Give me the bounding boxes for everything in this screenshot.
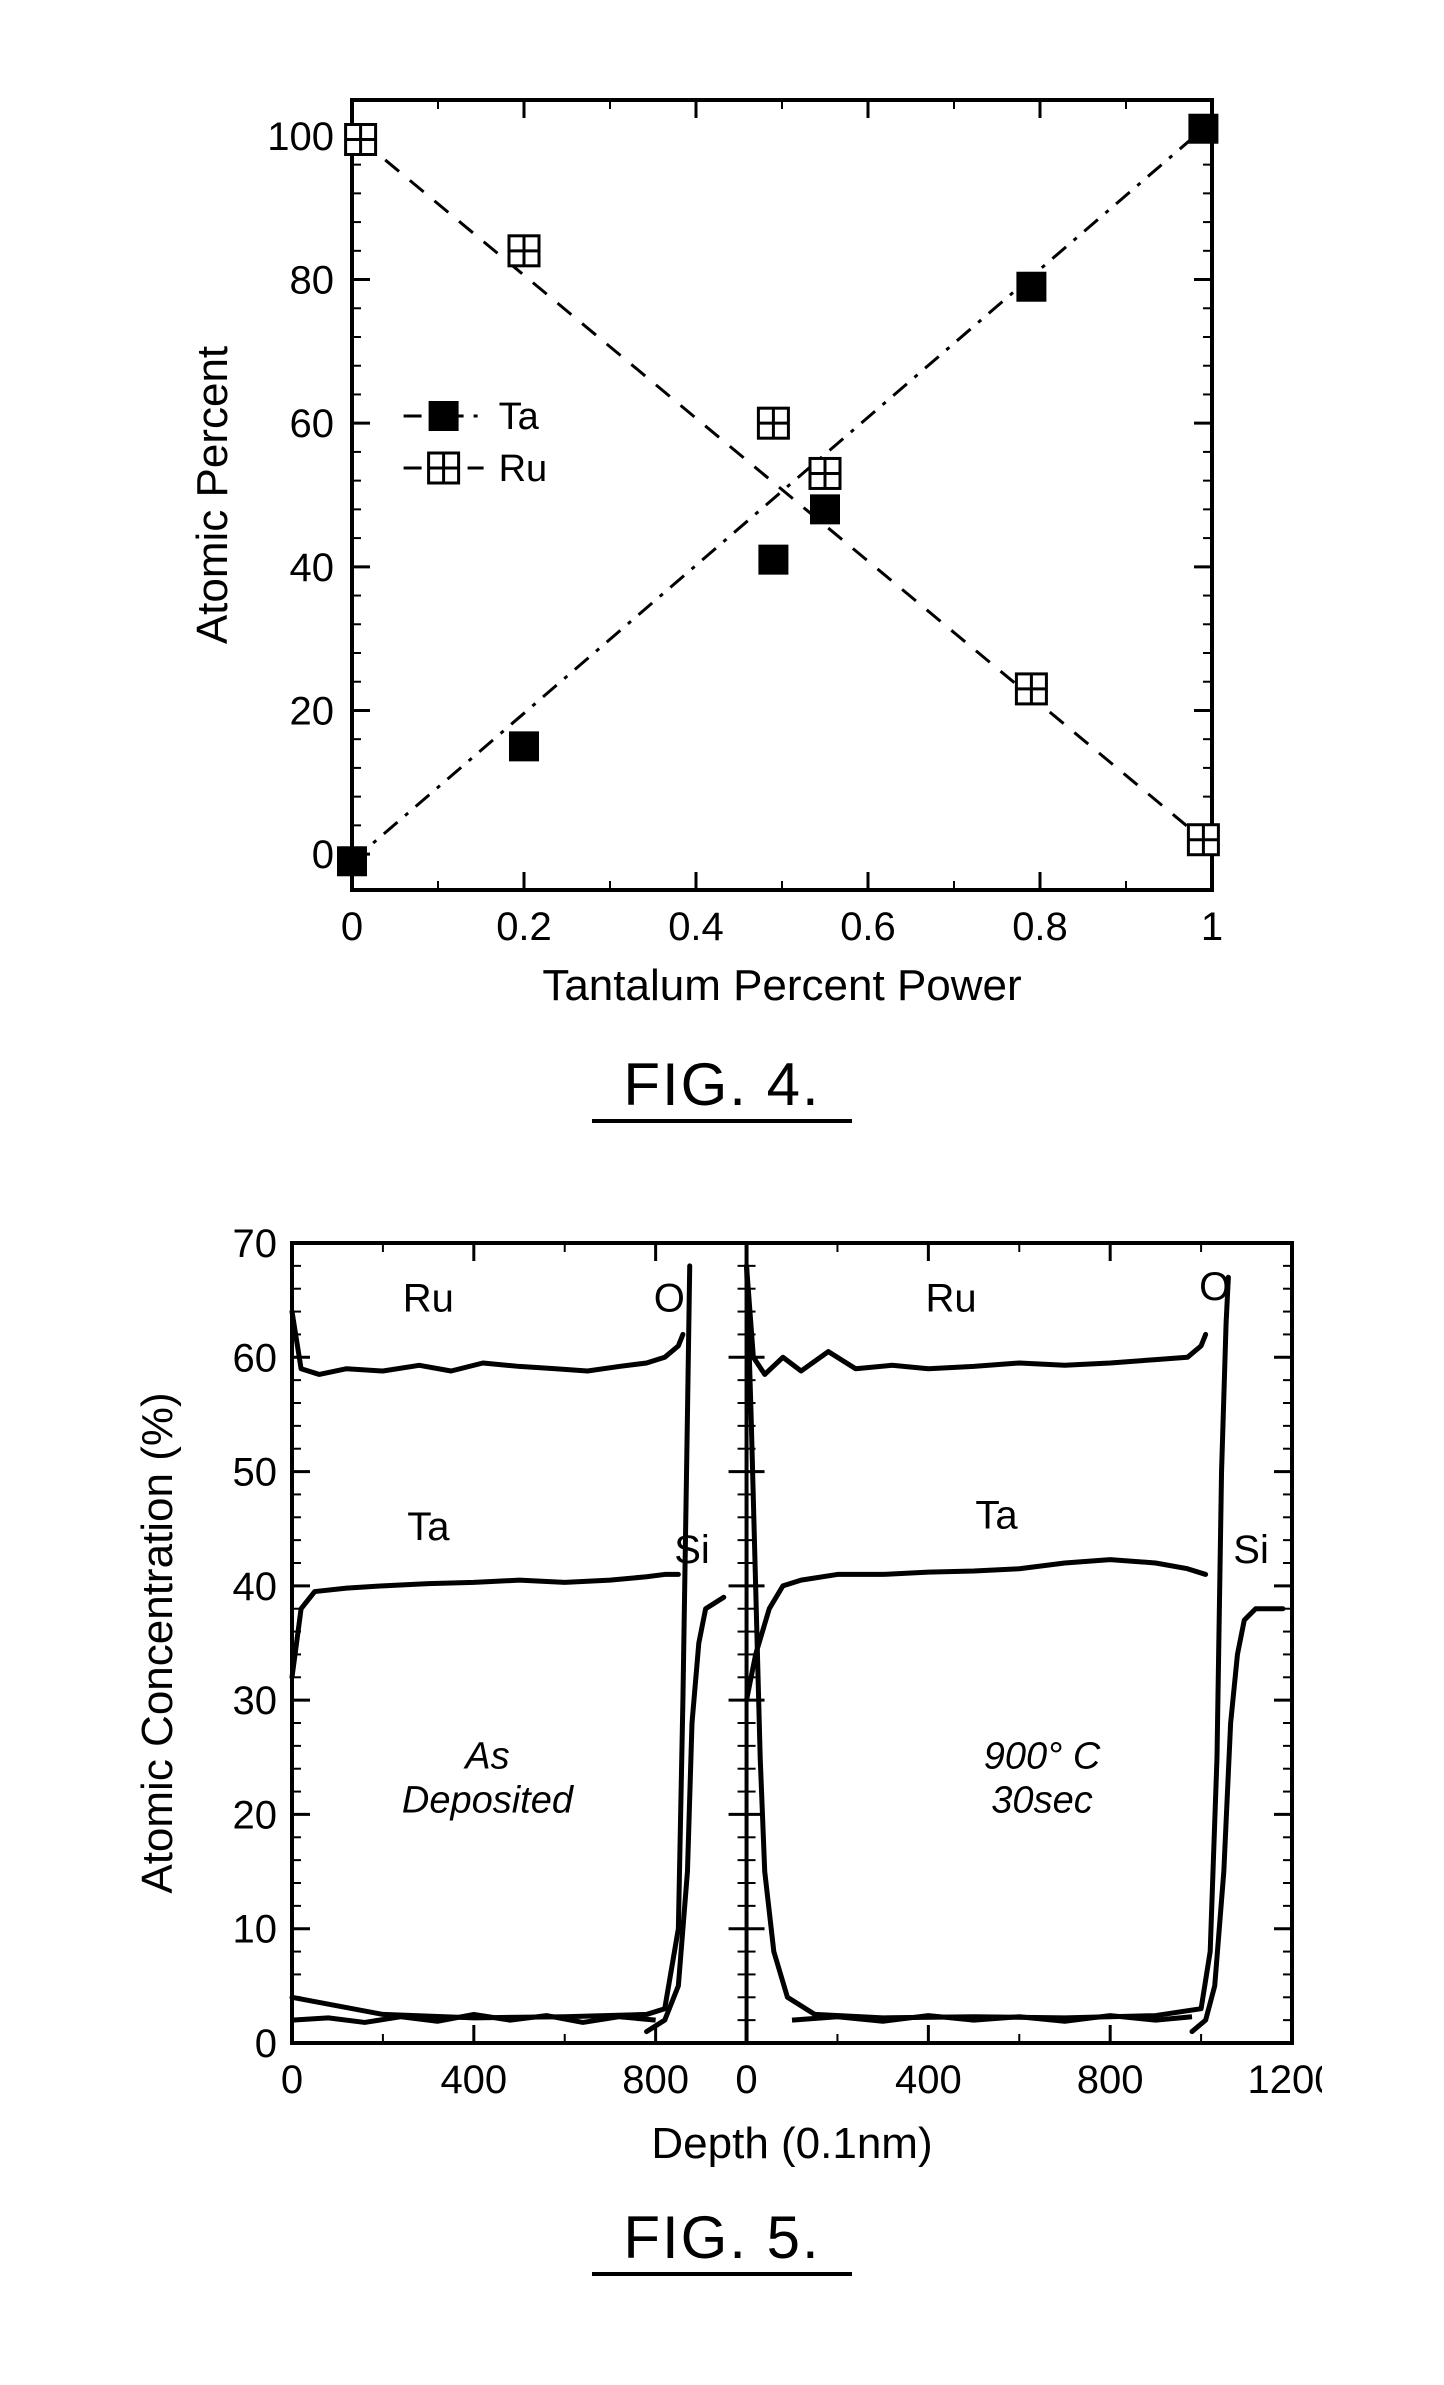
svg-text:Ru: Ru: [926, 1277, 977, 1321]
figure-5: 0 10 20 30 40 50 60 70 0 400 800 Ru Ta O Si AsDeposited…: [120, 1213, 1324, 2276]
svg-text:0.6: 0.6: [840, 905, 896, 949]
fig4-caption: FIG. 4.: [592, 1050, 852, 1123]
fig4-caption-underline: [592, 1119, 852, 1123]
fig5-caption-text: FIG. 5.: [623, 2204, 820, 2271]
svg-text:10: 10: [233, 1908, 278, 1952]
fig4-caption-text: FIG. 4.: [623, 1051, 820, 1118]
svg-text:O: O: [1199, 1265, 1230, 1309]
svg-text:100: 100: [267, 115, 334, 159]
svg-text:400: 400: [895, 2058, 962, 2102]
svg-text:Deposited: Deposited: [402, 1780, 575, 1822]
svg-text:As: As: [463, 1736, 509, 1778]
svg-text:1200: 1200: [1248, 2058, 1322, 2102]
fig5-chart: 0 10 20 30 40 50 60 70 0 400 800 Ru Ta O Si AsDeposited…: [122, 1213, 1322, 2193]
svg-text:Depth (0.1nm): Depth (0.1nm): [651, 2119, 932, 2168]
svg-text:0: 0: [281, 2058, 303, 2102]
svg-text:Ta: Ta: [407, 1505, 450, 1549]
svg-text:40: 40: [290, 546, 335, 590]
svg-text:Si: Si: [1233, 1528, 1269, 1572]
svg-text:20: 20: [233, 1793, 278, 1837]
svg-text:60: 60: [290, 402, 335, 446]
svg-text:O: O: [654, 1277, 685, 1321]
figure-4: 0 0.2 0.4 0.6 0.8 1 0 20 40 60 80 100 Tantalum Perce…: [120, 60, 1324, 1123]
svg-text:Atomic Percent: Atomic Percent: [188, 346, 237, 644]
svg-text:80: 80: [290, 259, 335, 303]
svg-text:1: 1: [1201, 905, 1223, 949]
svg-text:70: 70: [233, 1222, 278, 1266]
svg-text:0.8: 0.8: [1012, 905, 1068, 949]
svg-text:900° C: 900° C: [984, 1736, 1101, 1778]
svg-text:40: 40: [233, 1565, 278, 1609]
svg-text:0.4: 0.4: [668, 905, 724, 949]
svg-text:400: 400: [440, 2058, 507, 2102]
svg-text:Si: Si: [674, 1528, 710, 1572]
svg-text:60: 60: [233, 1336, 278, 1380]
svg-text:0: 0: [255, 2022, 277, 2066]
fig5-caption: FIG. 5.: [592, 2203, 852, 2276]
svg-text:20: 20: [290, 689, 335, 733]
svg-text:Ru: Ru: [499, 448, 548, 490]
svg-text:Ta: Ta: [499, 396, 540, 438]
svg-text:Tantalum Percent Power: Tantalum Percent Power: [542, 961, 1021, 1010]
svg-text:0: 0: [312, 833, 334, 877]
svg-text:30sec: 30sec: [991, 1780, 1092, 1822]
svg-text:50: 50: [233, 1451, 278, 1495]
fig4-chart: 0 0.2 0.4 0.6 0.8 1 0 20 40 60 80 100 Tantalum Perce…: [172, 60, 1272, 1040]
svg-text:800: 800: [1077, 2058, 1144, 2102]
svg-text:0: 0: [341, 905, 363, 949]
fig5-caption-underline: [592, 2272, 852, 2276]
svg-text:0.2: 0.2: [496, 905, 552, 949]
svg-text:0: 0: [735, 2058, 757, 2102]
svg-text:800: 800: [622, 2058, 689, 2102]
svg-text:30: 30: [233, 1679, 278, 1723]
svg-text:Ru: Ru: [403, 1277, 454, 1321]
svg-text:Atomic Concentration (%): Atomic Concentration (%): [133, 1392, 182, 1893]
svg-text:Ta: Ta: [975, 1494, 1018, 1538]
